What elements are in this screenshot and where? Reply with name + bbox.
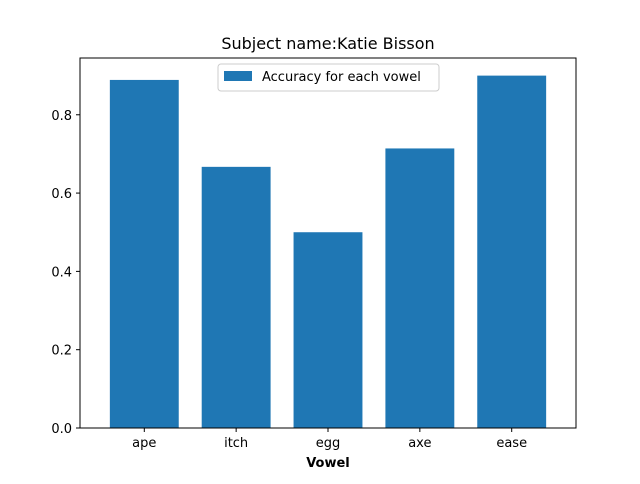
x-axis: ape itch egg axe ease (132, 428, 527, 451)
x-tick-label: itch (224, 436, 248, 451)
bars-layer (109, 75, 547, 428)
y-tick-label: 0.0 (51, 422, 72, 437)
bar-ease (477, 75, 547, 428)
x-tick-label: egg (316, 436, 341, 451)
legend-frame (217, 63, 440, 92)
bar-axe (385, 148, 455, 428)
x-tick-label: ape (132, 436, 156, 451)
y-tick-label: 0.6 (51, 187, 72, 202)
bar-egg (293, 232, 363, 428)
legend-label: Accuracy for each vowel (262, 70, 421, 85)
y-tick-label: 0.2 (51, 344, 72, 359)
legend-swatch (224, 71, 252, 81)
y-tick-label: 0.8 (51, 109, 72, 124)
legend: Accuracy for each vowel (217, 63, 440, 92)
bar-ape (109, 79, 179, 428)
y-tick-label: 0.4 (51, 265, 72, 280)
x-tick-label: axe (408, 436, 431, 451)
bar-itch (201, 166, 271, 428)
y-axis: 0.0 0.2 0.4 0.6 0.8 (51, 109, 80, 437)
chart-title: Subject name:Katie Bisson (221, 34, 434, 53)
x-axis-label: Vowel (306, 456, 350, 471)
x-tick-label: ease (496, 436, 527, 451)
